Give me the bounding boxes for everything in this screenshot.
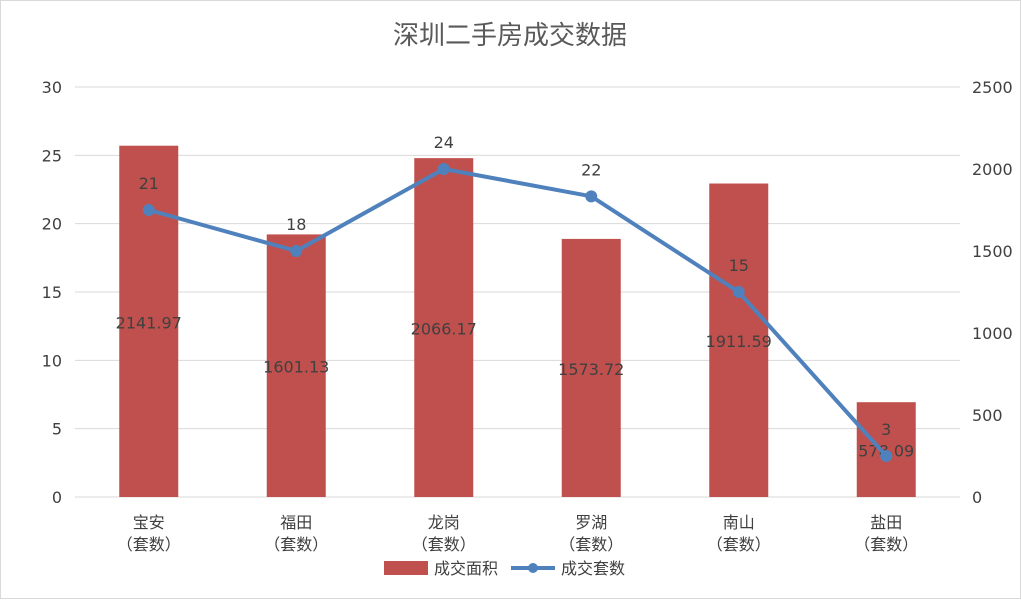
line-point [585, 190, 598, 203]
x-category-name: 盐田 [870, 513, 902, 532]
line-value-label: 24 [434, 133, 454, 152]
x-category-subtitle: （套数） [559, 535, 623, 554]
line-point [880, 450, 893, 462]
x-category-name: 南山 [723, 513, 755, 532]
x-category-subtitle: （套数） [412, 535, 476, 554]
x-category-subtitle: （套数） [264, 535, 328, 554]
right-tick-label: 2500 [972, 78, 1013, 97]
line-point [732, 286, 745, 298]
chart-title: 深圳二手房成交数据 [393, 21, 627, 51]
bar [414, 158, 474, 497]
bar [266, 234, 326, 497]
line-point [437, 163, 450, 175]
left-tick-label: 15 [42, 283, 62, 302]
line-value-label: 15 [729, 256, 749, 275]
x-category-subtitle: （套数） [854, 535, 918, 554]
x-category-name: 宝安 [133, 513, 165, 532]
legend-bar-label: 成交面积 [434, 559, 498, 578]
line-point [142, 204, 155, 216]
line-value-label: 21 [139, 174, 159, 193]
left-axis-ticks: 0 5 10 15 20 25 30 [42, 78, 62, 507]
bar-value-label: 1573.72 [558, 360, 624, 379]
line-data-labels: 21 18 24 22 15 3 [139, 133, 892, 439]
right-tick-label: 1500 [972, 242, 1013, 261]
bar [561, 238, 621, 498]
left-tick-label: 0 [52, 488, 62, 507]
line-point [290, 245, 303, 257]
legend-bar-swatch [384, 561, 428, 575]
gridlines [75, 86, 960, 498]
bar [856, 402, 916, 497]
bar-value-label: 2066.17 [411, 320, 477, 339]
left-tick-label: 5 [52, 420, 62, 439]
line-value-label: 3 [881, 420, 891, 439]
left-tick-label: 25 [42, 146, 62, 165]
bar-value-label: 2141.97 [116, 313, 182, 332]
right-tick-label: 500 [972, 406, 1003, 425]
x-category-name: 福田 [280, 513, 312, 532]
x-category-subtitle: （套数） [707, 535, 771, 554]
legend: 成交面积 成交套数 [384, 559, 625, 578]
x-axis-labels: 宝安 （套数） 福田 （套数） 龙岗 （套数） 罗湖 （套数） 南山 （套数） 盐田 （套数） [117, 513, 919, 554]
left-tick-label: 10 [42, 351, 62, 370]
x-category-subtitle: （套数） [117, 535, 181, 554]
line-value-label: 18 [286, 215, 306, 234]
series-line [146, 167, 889, 458]
right-tick-label: 2000 [972, 160, 1013, 179]
right-tick-label: 0 [972, 488, 982, 507]
left-tick-label: 20 [42, 215, 62, 234]
right-tick-label: 1000 [972, 324, 1013, 343]
x-category-name: 龙岗 [428, 513, 460, 532]
left-tick-label: 30 [42, 78, 62, 97]
line-value-label: 22 [581, 160, 601, 179]
right-axis-ticks: 0 500 1000 1500 2000 2500 [972, 78, 1013, 507]
bar [709, 183, 769, 497]
line-series [142, 163, 893, 462]
x-category-name: 罗湖 [575, 513, 607, 532]
legend-line-label: 成交套数 [561, 559, 625, 578]
bar-value-label: 1601.13 [263, 358, 329, 377]
bar-value-label: 1911.59 [706, 332, 772, 351]
legend-line-marker [528, 563, 538, 573]
